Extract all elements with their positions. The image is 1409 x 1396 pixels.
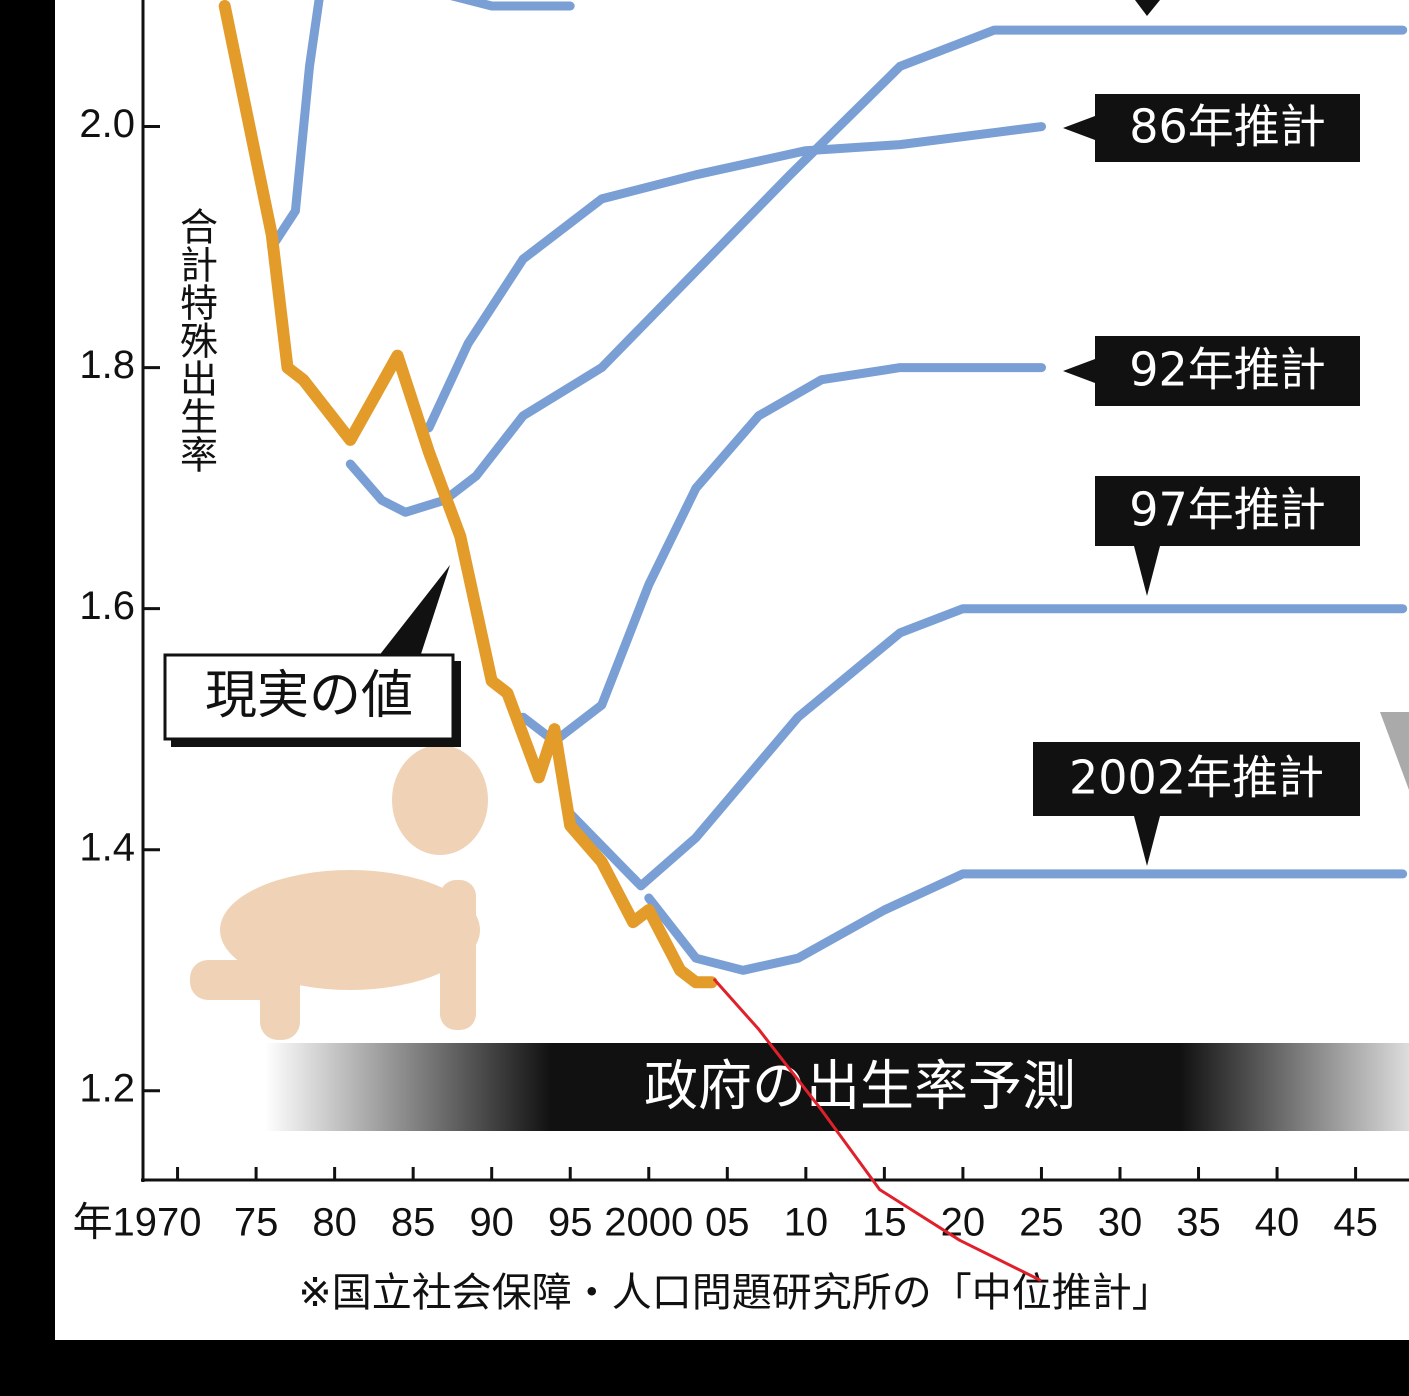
series-line (218, 0, 718, 989)
x-tick-label: 80 (312, 1201, 357, 1245)
series-line (644, 869, 1408, 975)
legend-label: 97年推計 (1129, 483, 1326, 537)
series-layer (218, 0, 1408, 989)
label-pointer (378, 565, 450, 657)
label-pointer (1135, 0, 1160, 16)
x-tick-label: 25 (1019, 1201, 1064, 1245)
legend-box (163, 653, 455, 741)
x-tick-label: 30 (1098, 1201, 1143, 1245)
decoration (1380, 712, 1409, 790)
frame (0, 0, 55, 1396)
legend-label: 2002年推計 (1069, 751, 1324, 805)
label-pointer (1134, 816, 1160, 866)
y-tick-label: 1.8 (79, 343, 135, 387)
legend-label: 86年推計 (1129, 100, 1326, 154)
legend-box (1095, 94, 1360, 162)
label-pointer (1134, 546, 1160, 596)
x-tick-label: 85 (391, 1201, 436, 1245)
frame (0, 1340, 1409, 1396)
series-line (713, 978, 1042, 1282)
y-axis-label: 合計特殊出生率 (174, 207, 218, 473)
x-tick-label: 05 (705, 1201, 750, 1245)
legend-box (1095, 476, 1360, 546)
x-tick-label: 40 (1255, 1201, 1300, 1245)
x-tick-label: 20 (941, 1201, 986, 1245)
x-tick-label: 15 (862, 1201, 907, 1245)
series-line (267, 0, 575, 252)
legend-label: 92年推計 (1129, 343, 1326, 397)
label-pointer (1063, 116, 1095, 140)
x-tick-label: 10 (784, 1201, 829, 1245)
x-tick-label: 2000 (604, 1201, 693, 1245)
banner-text: 政府の出生率予測 (644, 1055, 1076, 1118)
series-line (565, 604, 1408, 891)
footnote: ※国立社会保障・人口問題研究所の「中位推計」 (298, 1270, 1172, 1316)
y-tick-label: 1.4 (79, 825, 135, 869)
x-tick-label: 35 (1176, 1201, 1221, 1245)
banner (265, 1043, 1409, 1131)
legend-box (1033, 742, 1360, 816)
series-line (424, 122, 1046, 433)
x-tick-label: 90 (469, 1201, 514, 1245)
x-tick-label: 75 (234, 1201, 279, 1245)
x-tick-label: 年1970 (73, 1201, 202, 1245)
x-tick-label: 45 (1333, 1201, 1378, 1245)
series-line (518, 363, 1046, 746)
y-tick-label: 2.0 (79, 102, 135, 146)
baby-illustration (190, 745, 488, 1040)
legend-label: 現実の値 (205, 666, 413, 726)
series-line (345, 25, 1408, 517)
legend-box (1095, 336, 1360, 406)
x-tick-label: 95 (548, 1201, 593, 1245)
label-pointer (1063, 359, 1095, 383)
y-tick-label: 1.2 (79, 1066, 135, 1110)
y-tick-label: 1.6 (79, 584, 135, 628)
